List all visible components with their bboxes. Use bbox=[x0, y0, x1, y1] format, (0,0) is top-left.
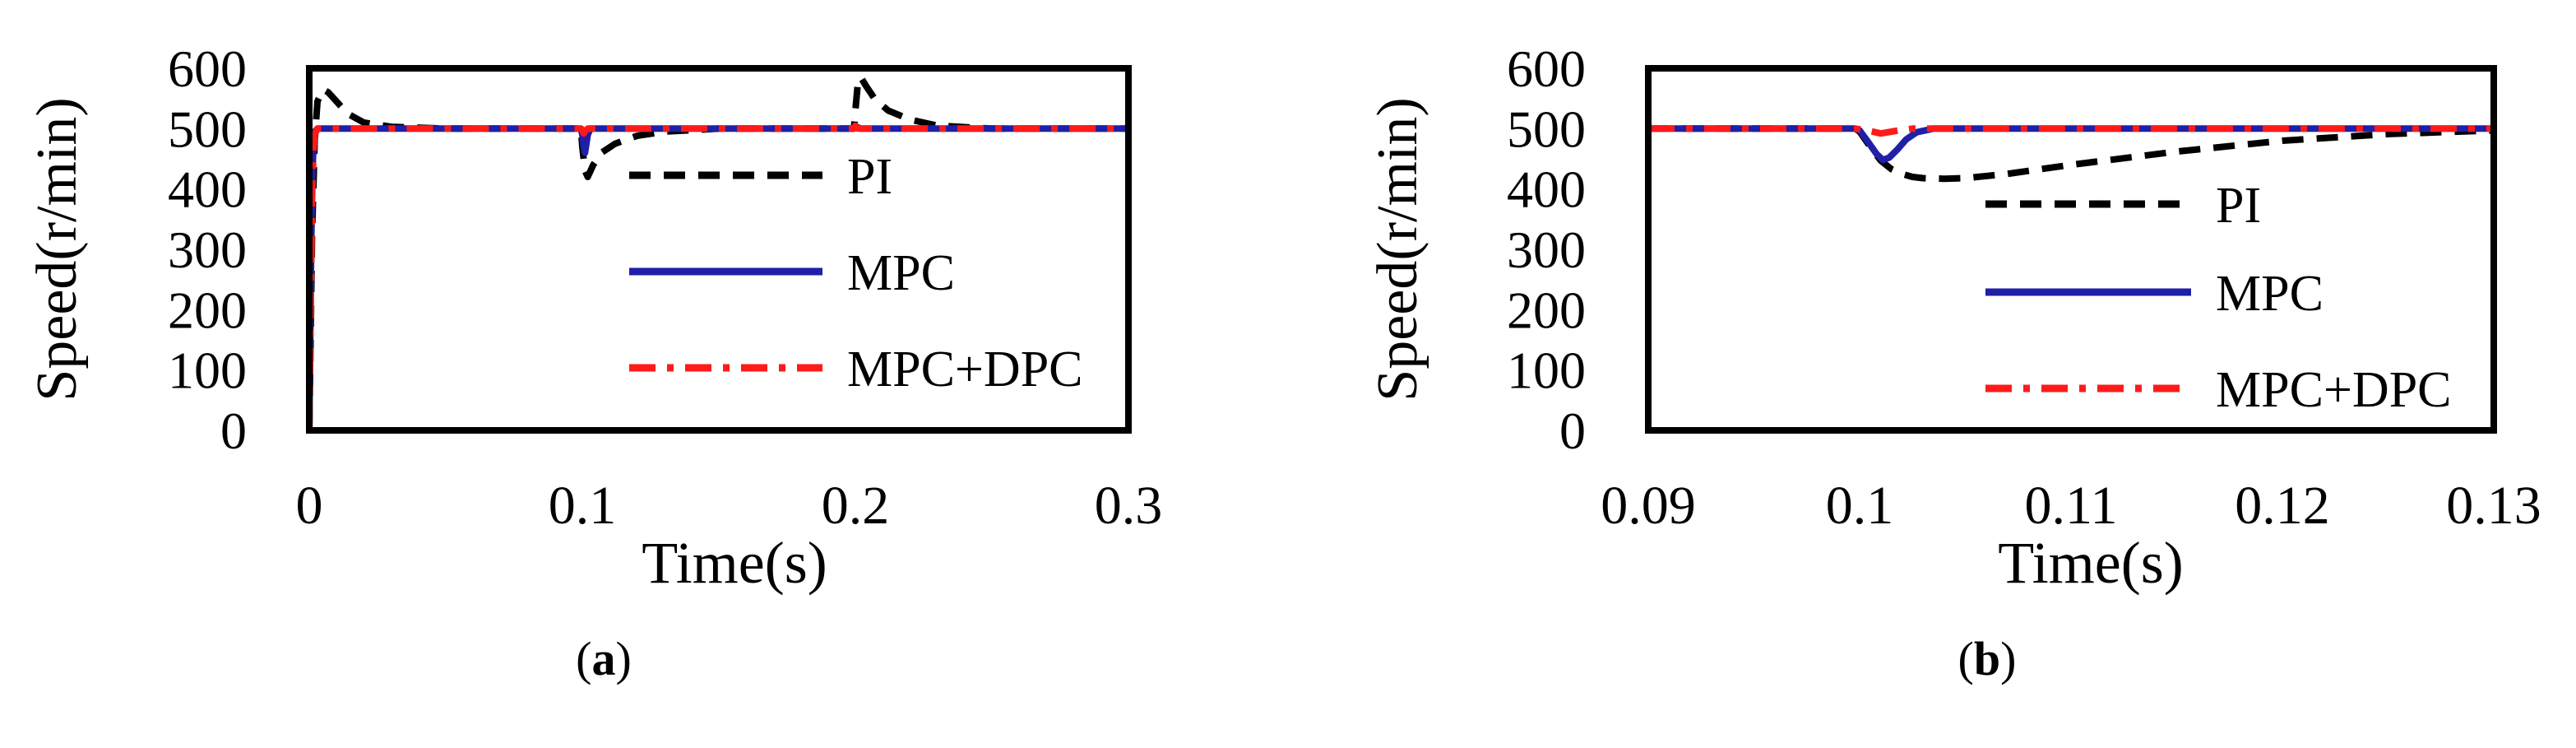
panel-a-letter: a bbox=[592, 632, 616, 685]
x-axis-label: Time(s) bbox=[1998, 530, 2183, 596]
plot-frame bbox=[1645, 65, 2497, 434]
y-tick-label: 0 bbox=[220, 402, 247, 460]
legend-label-mpc-dpc: MPC+DPC bbox=[2216, 362, 2452, 418]
x-tick-label: 0.3 bbox=[1095, 476, 1163, 536]
y-tick-label: 100 bbox=[1507, 341, 1586, 400]
legend-label-pi: PI bbox=[2216, 178, 2261, 234]
legend: PI MPC MPC+DPC bbox=[1985, 178, 2452, 418]
y-tick-label: 300 bbox=[1507, 221, 1586, 279]
y-tick-label: 400 bbox=[1507, 160, 1586, 219]
legend-label-mpc: MPC bbox=[847, 245, 955, 301]
y-axis-label: Speed(r/min) bbox=[25, 97, 89, 401]
x-tick-label: 0 bbox=[296, 476, 323, 536]
y-tick-label: 600 bbox=[1507, 39, 1586, 98]
x-tick-label: 0.1 bbox=[1826, 476, 1894, 536]
y-axis-label: Speed(r/min) bbox=[1366, 97, 1429, 401]
legend-label-pi: PI bbox=[847, 149, 892, 205]
y-tick-label: 600 bbox=[168, 39, 247, 98]
x-axis-label: Time(s) bbox=[642, 530, 827, 596]
x-tick-label: 0.11 bbox=[2024, 476, 2117, 536]
y-tick-label: 200 bbox=[168, 281, 247, 339]
plot-frame bbox=[306, 65, 1132, 434]
y-tick-label: 300 bbox=[168, 221, 247, 279]
x-tick-label: 0.12 bbox=[2235, 476, 2330, 536]
x-tick-label: 0.13 bbox=[2446, 476, 2541, 536]
y-tick-label: 500 bbox=[1507, 100, 1586, 158]
panel-b-caption: (b) bbox=[1958, 632, 2017, 685]
series-line-pi bbox=[1648, 125, 2494, 183]
x-tick-label: 0.1 bbox=[549, 476, 617, 536]
panel-b-letter: b bbox=[1974, 632, 2000, 685]
y-tick-label: 400 bbox=[168, 160, 247, 219]
series-line-mpc-dpc bbox=[1648, 125, 2494, 137]
series-line-pi bbox=[309, 74, 1128, 430]
series-line-mpc-dpc bbox=[309, 122, 1128, 430]
panel-a-caption: (a) bbox=[576, 632, 632, 685]
legend-label-mpc-dpc: MPC+DPC bbox=[847, 341, 1083, 397]
y-tick-label: 200 bbox=[1507, 281, 1586, 339]
x-tick-label: 0.2 bbox=[822, 476, 890, 536]
y-tick-label: 500 bbox=[168, 100, 247, 158]
legend-label-mpc: MPC bbox=[2216, 266, 2323, 322]
y-tick-label: 0 bbox=[1559, 402, 1586, 460]
x-tick-label: 0.09 bbox=[1601, 476, 1696, 536]
series-lines bbox=[1648, 125, 2494, 183]
legend: PI MPC MPC+DPC bbox=[629, 149, 1083, 397]
y-tick-label: 100 bbox=[168, 341, 247, 400]
